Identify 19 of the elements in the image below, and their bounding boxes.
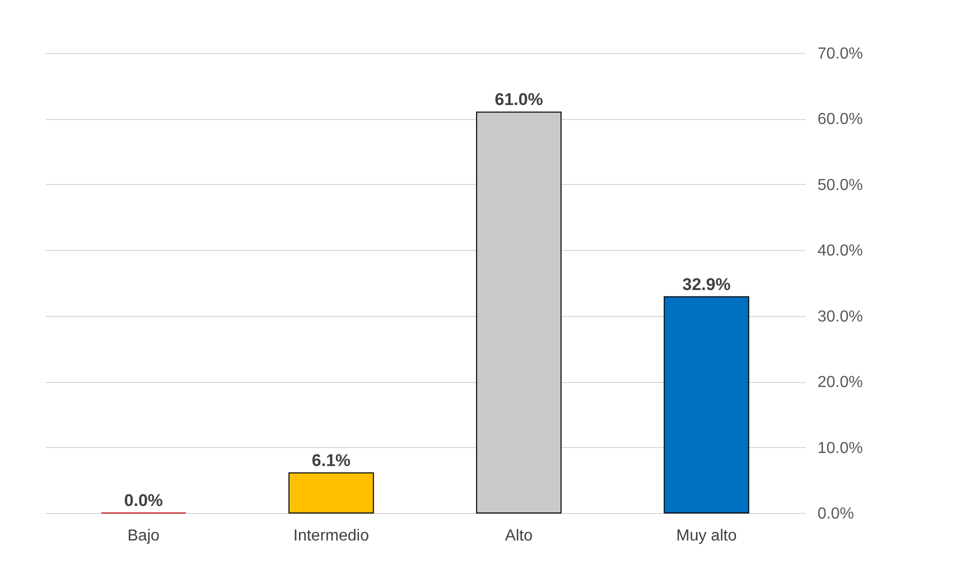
y-tick-label: 20.0% (818, 374, 863, 392)
bar (664, 296, 750, 514)
y-tick-label: 40.0% (818, 242, 863, 260)
data-label: 6.1% (312, 450, 351, 470)
bar (288, 472, 374, 514)
data-label: 32.9% (682, 274, 731, 294)
x-tick-label: Alto (505, 528, 533, 544)
x-tick-label: Bajo (128, 528, 160, 544)
y-tick-label: 70.0% (818, 46, 863, 62)
x-tick-label: Muy alto (676, 528, 737, 544)
y-tick-label: 10.0% (818, 440, 863, 457)
y-tick-label: 60.0% (818, 111, 863, 128)
y-tick-label: 30.0% (818, 308, 863, 326)
x-tick-label: Intermedio (293, 528, 370, 544)
data-label: 61.0% (494, 90, 543, 110)
y-tick-label: 50.0% (818, 176, 863, 194)
bar (476, 112, 562, 514)
y-tick-label: 0.0% (818, 506, 854, 522)
data-label: 0.0% (124, 491, 163, 510)
